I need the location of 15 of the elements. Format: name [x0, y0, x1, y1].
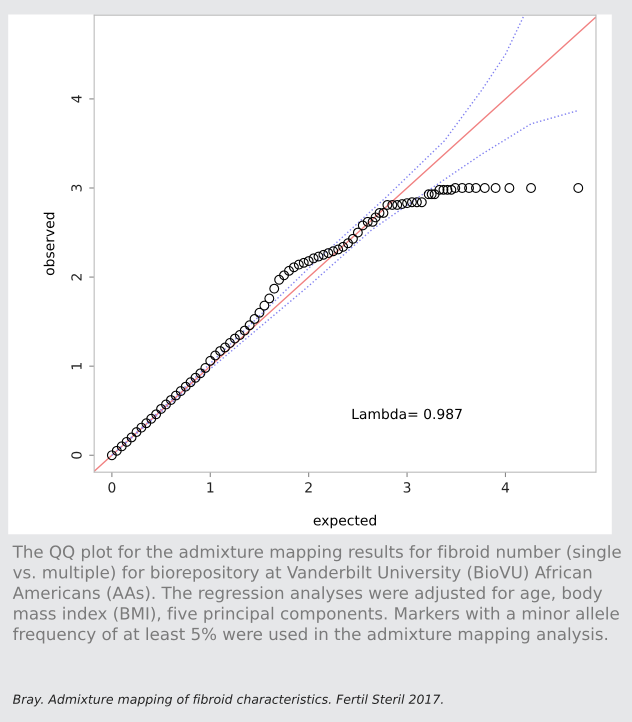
x-tick-label: 3 — [404, 482, 410, 493]
annotation: Lambda= 0.987 — [352, 408, 462, 420]
y-tick-label: 3 — [71, 184, 82, 192]
text: Bray. Admixture mapping of fibroid characteristics. Fertil Steril 2017. — [12, 694, 443, 706]
x-tick-label: 4 — [502, 482, 510, 492]
y-tick-label: 0 — [71, 452, 82, 459]
y-axis-title: observed — [44, 212, 54, 276]
y-tick-label: 4 — [71, 95, 82, 103]
x-tick-label: 0 — [108, 482, 116, 493]
x-tick-label: 1 — [207, 482, 214, 492]
text: The QQ plot for the admixture mapping results for fibroid number (single vs. multiple) for biorepository at Vanderbilt University (BioVU) African Americans (AAs). The regression analyses were adjusted for age, body mass index (BMI), five principal components. Markers with a minor allele frequency of at least 5% were used in the admixture mapping analysis. — [12, 545, 621, 644]
y-tick-label: 1 — [71, 363, 82, 370]
x-axis-title: expected — [314, 514, 376, 528]
x-tick-label: 2 — [305, 482, 312, 492]
y-tick-label: 2 — [71, 274, 82, 280]
